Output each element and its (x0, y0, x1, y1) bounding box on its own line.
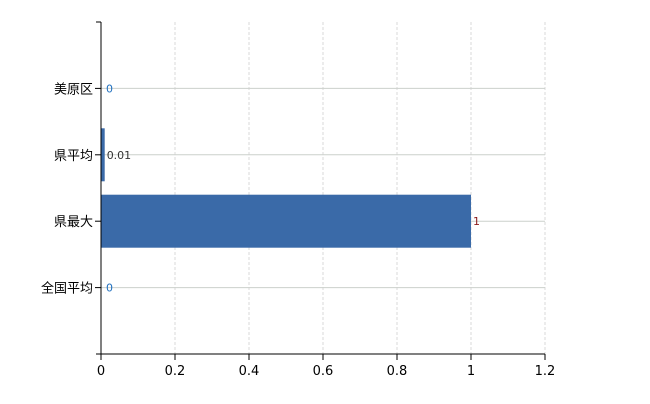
bar-県平均 (101, 128, 105, 182)
bar-県最大 (101, 194, 471, 248)
x-tick-label: 0.2 (165, 364, 186, 379)
data-label: 1 (473, 215, 480, 228)
bars: 0 0.01 1 0 (101, 82, 480, 295)
y-tick-label: 美原区 (54, 82, 93, 97)
y-tick-label: 県最大 (54, 215, 93, 230)
x-tick-label: 0.8 (387, 364, 408, 379)
y-tick-label: 全国平均 (41, 281, 93, 297)
x-tick-label: 0 (97, 364, 105, 379)
x-tick-label: 0.6 (313, 364, 334, 379)
y-tick-label: 県平均 (54, 149, 93, 164)
data-label: 0 (106, 82, 113, 95)
grid (101, 22, 546, 354)
data-label: 0.01 (107, 149, 132, 162)
data-label: 0 (106, 282, 113, 295)
x-tick-label: 1 (467, 364, 475, 379)
x-tick-label: 0.4 (239, 364, 260, 379)
x-tick-label: 1.2 (535, 364, 556, 379)
